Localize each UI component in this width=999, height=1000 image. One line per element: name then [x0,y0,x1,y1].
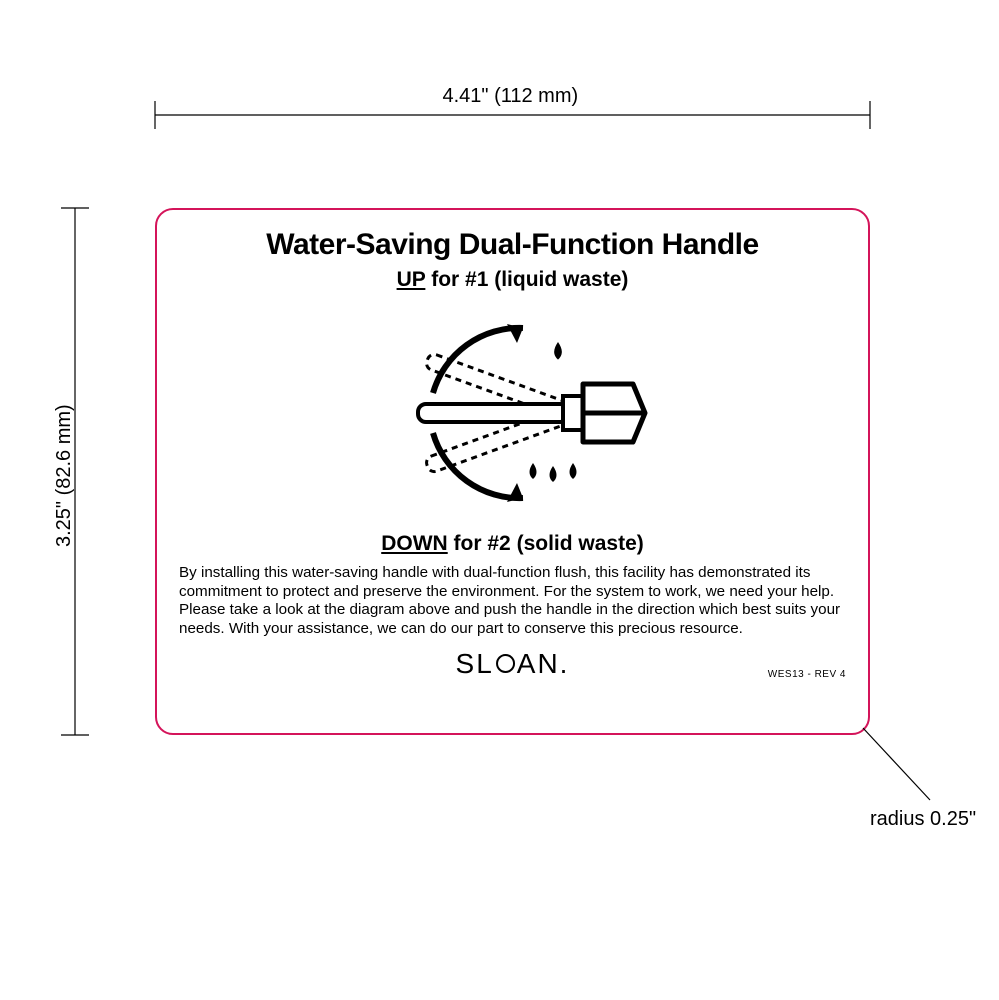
radius-label: radius 0.25" [870,808,976,831]
radius-pointer-line [0,0,999,1000]
drawing-canvas: 4.41" (112 mm) 3.25" (82.6 mm) Water-Sav… [0,0,999,1000]
